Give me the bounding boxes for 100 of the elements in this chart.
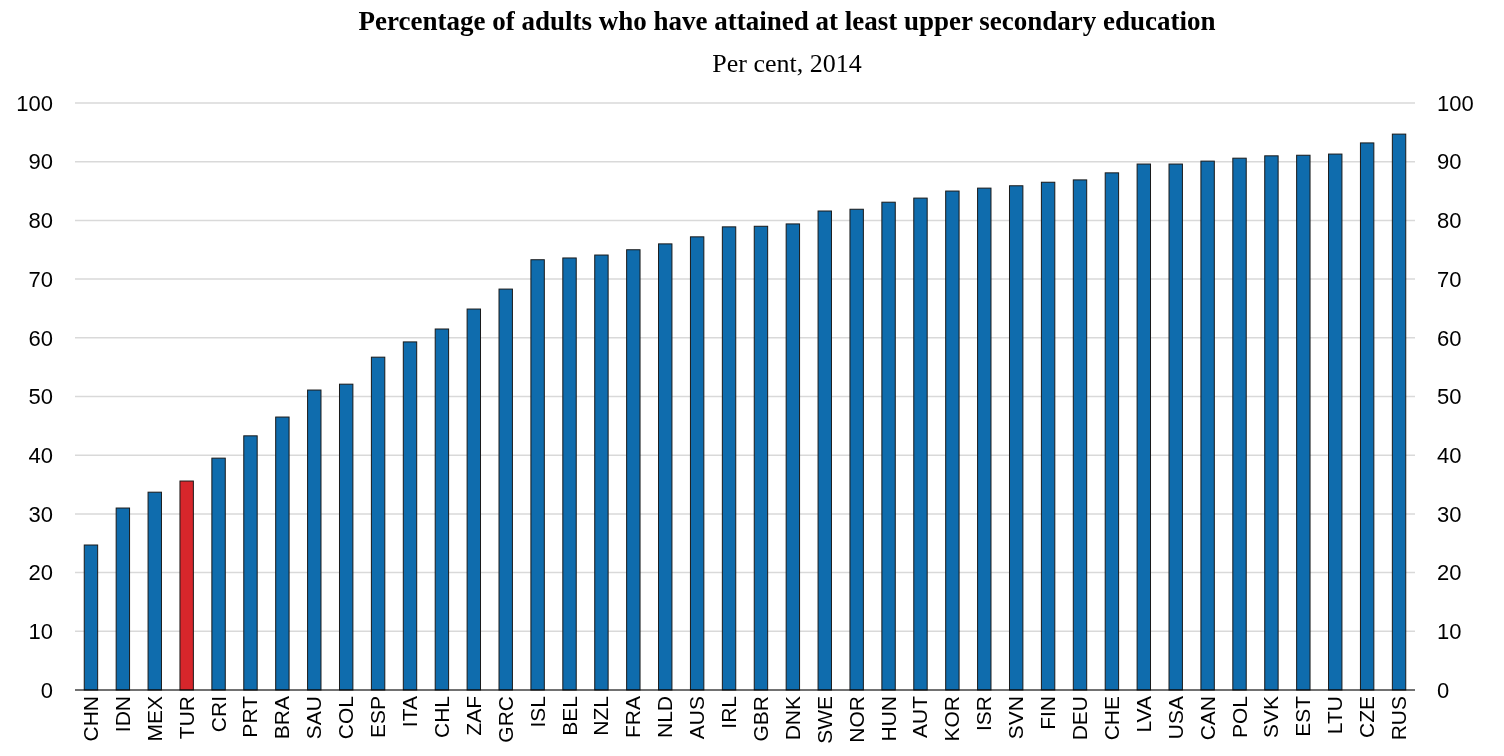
x-tick-label: SVN <box>1004 696 1028 740</box>
bar <box>466 308 482 691</box>
x-tick-label: USA <box>1163 696 1187 740</box>
x-tick-label: EST <box>1291 695 1315 737</box>
bar <box>1359 142 1375 691</box>
x-tick-label: IRL <box>717 696 741 729</box>
x-tick-label: GRC <box>493 696 517 743</box>
x-tick-label: CHE <box>1099 696 1123 741</box>
bar <box>721 226 737 691</box>
x-tick-label: AUS <box>685 696 709 740</box>
bar <box>1264 155 1279 691</box>
bar <box>785 223 801 691</box>
x-tick-label: NOR <box>844 696 868 743</box>
x-tick-label: DNK <box>780 696 804 741</box>
bar <box>530 259 545 691</box>
bar <box>115 507 131 691</box>
bar <box>849 208 864 691</box>
y2-tick-label: 30 <box>1437 501 1462 527</box>
bar <box>626 249 641 691</box>
bar <box>562 257 577 691</box>
y-tick-label: 10 <box>28 619 53 644</box>
y-tick-label: 70 <box>28 266 53 292</box>
y2-tick-label: 80 <box>1437 208 1462 234</box>
x-tick-label: CHL <box>429 696 453 739</box>
x-tick-label: ISR <box>972 696 996 732</box>
bar <box>1072 179 1088 691</box>
bar <box>211 457 226 691</box>
bar <box>1104 172 1120 691</box>
y2-tick-label: 20 <box>1437 560 1462 586</box>
y2-tick-label: 40 <box>1437 442 1462 468</box>
chart-title: Percentage of adults who have attained at least upper secondary education <box>358 6 1216 36</box>
bar <box>434 328 450 691</box>
bar <box>1328 153 1343 691</box>
x-tick-label: AUT <box>908 695 932 738</box>
x-tick-label: NLD <box>653 696 677 739</box>
bar <box>179 480 194 691</box>
bar <box>1200 160 1215 691</box>
x-tick-label: POL <box>1227 696 1251 739</box>
y-tick-label: 30 <box>28 501 53 527</box>
x-tick-label: BEL <box>557 696 581 736</box>
bar <box>275 416 290 691</box>
bar <box>83 544 99 691</box>
bar <box>753 225 769 691</box>
bar <box>307 389 322 691</box>
y2-tick-label: 50 <box>1437 384 1462 410</box>
y2-tick-label: 0 <box>1437 677 1450 703</box>
x-tick-label: BRA <box>270 696 294 740</box>
x-tick-label: CZE <box>1355 696 1379 738</box>
bar <box>689 236 705 691</box>
y-tick-label: 50 <box>28 384 53 410</box>
x-tick-label: ZAF <box>461 696 485 736</box>
chart-subtitle: Per cent, 2014 <box>712 49 862 78</box>
x-tick-label: ISL <box>525 696 549 728</box>
bar <box>913 197 928 691</box>
x-tick-label: DEU <box>1068 696 1091 741</box>
y2-tick-label: 90 <box>1437 149 1462 175</box>
bar <box>147 491 162 691</box>
y-tick-label: 80 <box>28 208 53 234</box>
bar <box>1008 185 1024 691</box>
y-tick-label: 90 <box>28 149 53 175</box>
x-tick-label: COL <box>334 696 358 740</box>
bar <box>338 383 354 691</box>
x-tick-label: ESP <box>366 696 390 739</box>
bar <box>945 190 960 691</box>
x-tick-label: HUN <box>876 696 900 742</box>
bar <box>243 435 258 691</box>
x-tick-label: RUS <box>1387 696 1411 741</box>
bar <box>370 356 386 691</box>
x-tick-label: CAN <box>1195 696 1219 741</box>
bar <box>881 201 896 691</box>
y-tick-label: 0 <box>40 677 53 703</box>
bar <box>1391 133 1407 691</box>
y2-tick-label: 100 <box>1437 90 1474 116</box>
bar <box>977 187 992 691</box>
y2-tick-label: 70 <box>1437 266 1462 292</box>
x-tick-label: SAU <box>302 696 326 740</box>
bar <box>1136 163 1152 691</box>
bar <box>817 210 832 691</box>
x-tick-label: SVK <box>1259 696 1283 739</box>
y2-tick-label: 10 <box>1437 619 1462 644</box>
x-tick-label: SWE <box>812 696 836 744</box>
x-tick-label: TUR <box>174 696 198 740</box>
bar <box>594 254 609 691</box>
x-tick-label: MEX <box>142 696 166 742</box>
x-tick-label: LTU <box>1323 696 1347 735</box>
bar <box>498 288 513 691</box>
y-tick-label: 100 <box>16 90 53 116</box>
x-tick-label: KOR <box>940 696 964 742</box>
y2-tick-label: 60 <box>1437 325 1462 351</box>
bar <box>402 341 418 691</box>
bar <box>658 243 673 691</box>
bar <box>1296 154 1311 691</box>
x-tick-label: CHN <box>78 696 102 742</box>
bar <box>1040 181 1056 691</box>
x-tick-label: NZL <box>589 696 613 736</box>
x-tick-label: FIN <box>1036 696 1060 730</box>
x-tick-label: FRA <box>621 696 645 738</box>
x-tick-label: PRT <box>238 695 262 738</box>
x-tick-label: LVA <box>1131 696 1155 733</box>
y-tick-label: 40 <box>28 442 53 468</box>
